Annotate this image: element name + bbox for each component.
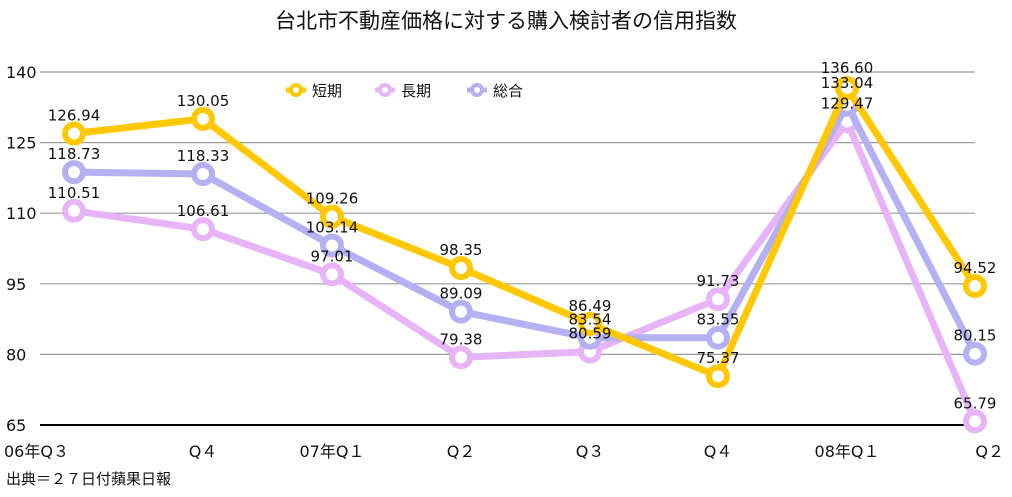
data-label: 136.60 (821, 59, 874, 77)
data-label: 80.59 (569, 325, 612, 343)
data-label: 75.37 (697, 349, 740, 367)
data-label: 94.52 (954, 259, 997, 277)
data-label: 65.79 (954, 394, 997, 412)
data-label: 91.73 (697, 272, 740, 290)
x-tick-label: Q３ (576, 442, 605, 461)
data-label: 86.49 (569, 297, 612, 315)
x-axis: 06年Q３ Q４ 07年Q１ Q２ Q３ Q４ 08年Q１ Q２ (4, 442, 1004, 461)
y-tick-label: 140 (6, 63, 37, 82)
data-point (963, 274, 987, 299)
y-tick-label: 65 (6, 416, 26, 435)
legend-swatch-marker (378, 83, 392, 97)
x-tick-label: Q２ (447, 442, 476, 461)
legend-label: 長期 (401, 82, 431, 100)
legend-label: 総合 (493, 82, 523, 100)
data-label: 118.73 (48, 145, 101, 163)
series-line-長期 (70, 118, 979, 425)
data-label: 97.01 (311, 247, 354, 265)
data-point (963, 409, 987, 434)
data-point (320, 233, 344, 258)
data-point (191, 217, 215, 242)
x-tick-label: Q４ (704, 442, 733, 461)
x-tick-label: Q２ (975, 442, 1004, 461)
data-point (835, 76, 859, 101)
data-label: 83.54 (569, 311, 612, 329)
data-point (578, 311, 602, 336)
y-tick-label: 125 (6, 134, 37, 153)
series-group (62, 76, 987, 434)
data-point (449, 256, 473, 281)
source-note: 出典＝２７日付蘋果日報 (6, 470, 171, 488)
data-point (706, 364, 730, 389)
data-label: 126.94 (48, 106, 101, 124)
data-label: 83.55 (697, 311, 740, 329)
series-line-短期 (70, 84, 979, 380)
data-point (449, 345, 473, 370)
data-point (62, 160, 86, 185)
data-label: 118.33 (177, 147, 230, 165)
legend-swatch-marker (289, 83, 303, 97)
y-tick-label: 95 (6, 275, 26, 294)
x-tick-label: Q４ (189, 442, 218, 461)
data-label: 106.61 (177, 202, 230, 220)
legend-swatch-marker (470, 83, 484, 97)
data-point (191, 161, 215, 186)
data-point (62, 121, 86, 146)
y-tick-label: 110 (6, 204, 37, 223)
data-label: 130.05 (177, 92, 230, 110)
data-label: 98.35 (440, 241, 483, 259)
data-point (449, 299, 473, 324)
x-tick-label: 08年Q１ (815, 442, 880, 461)
x-tick-label: 06年Q３ (4, 442, 69, 461)
data-label: 79.38 (440, 330, 483, 348)
legend-label: 短期 (312, 82, 342, 100)
data-point (963, 341, 987, 366)
data-label: 129.47 (821, 95, 874, 113)
y-tick-label: 80 (6, 345, 26, 364)
data-point (320, 262, 344, 287)
data-label: 103.14 (306, 218, 359, 236)
data-point (191, 106, 215, 131)
data-label: 109.26 (306, 190, 359, 208)
legend: 短期 長期 総合 (286, 82, 523, 100)
data-label: 133.04 (821, 74, 874, 92)
data-point (62, 198, 86, 223)
data-label: 110.51 (48, 184, 101, 202)
chart-title: 台北市不動産価格に対する購入検討者の信用指数 (275, 9, 737, 33)
data-point (706, 325, 730, 350)
data-label: 89.09 (440, 285, 483, 303)
data-point (706, 287, 730, 312)
data-point (320, 204, 344, 229)
y-axis: 140 125 110 95 80 65 (6, 63, 37, 435)
data-label: 80.15 (954, 327, 997, 345)
data-labels: 126.94 130.05 109.26 98.35 86.49 75.37 136.60 9… (48, 59, 997, 412)
x-tick-label: 07年Q１ (300, 442, 365, 461)
